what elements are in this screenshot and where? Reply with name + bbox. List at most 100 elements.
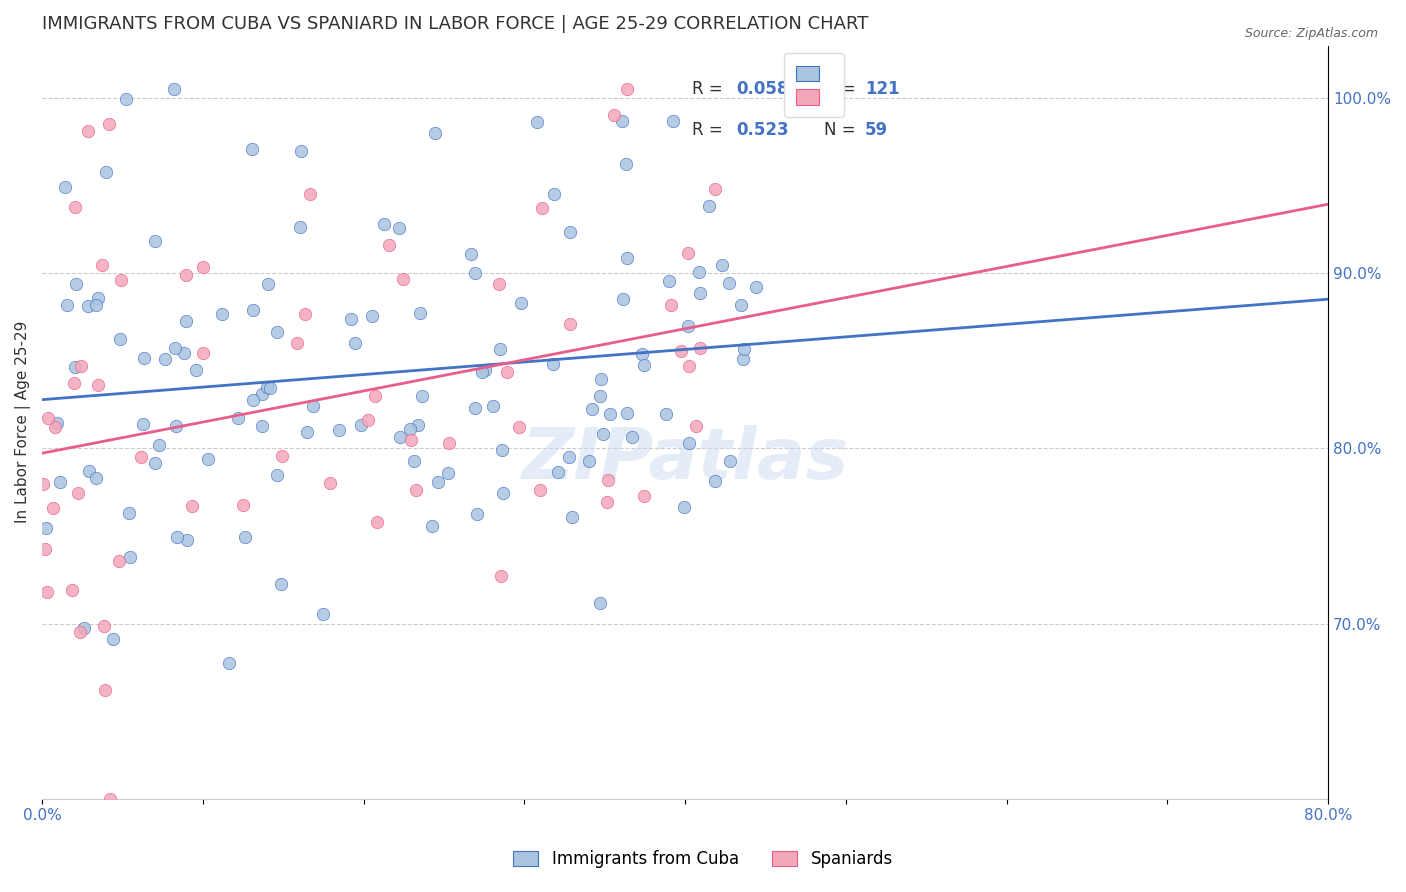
Point bbox=[377, 238, 399, 252]
Point bbox=[508, 420, 530, 434]
Point bbox=[56, 298, 79, 312]
Point bbox=[163, 342, 186, 356]
Point bbox=[69, 359, 91, 373]
Point bbox=[44, 419, 66, 434]
Point bbox=[84, 298, 107, 312]
Point bbox=[495, 365, 517, 379]
Point bbox=[464, 401, 486, 416]
Point bbox=[63, 201, 86, 215]
Point bbox=[672, 500, 695, 514]
Point bbox=[163, 82, 186, 96]
Point bbox=[357, 412, 380, 426]
Point bbox=[697, 199, 720, 213]
Point bbox=[115, 92, 138, 106]
Point bbox=[294, 307, 316, 321]
Text: 121: 121 bbox=[865, 79, 900, 97]
Point bbox=[256, 277, 278, 292]
Point bbox=[589, 596, 612, 610]
Point bbox=[233, 530, 256, 544]
Point bbox=[404, 454, 426, 468]
Point bbox=[558, 225, 581, 239]
Point bbox=[678, 435, 700, 450]
Point bbox=[302, 399, 325, 413]
Point bbox=[77, 299, 100, 313]
Point bbox=[259, 381, 281, 395]
Point bbox=[193, 260, 215, 275]
Point bbox=[616, 406, 638, 420]
Point bbox=[218, 657, 240, 671]
Point bbox=[733, 352, 755, 367]
Text: N =: N = bbox=[824, 121, 860, 139]
Point bbox=[250, 419, 273, 434]
Point bbox=[678, 359, 700, 373]
Point bbox=[621, 430, 644, 444]
Text: R =: R = bbox=[692, 121, 727, 139]
Point bbox=[471, 366, 494, 380]
Point bbox=[526, 115, 548, 129]
Point bbox=[98, 791, 121, 805]
Point bbox=[614, 156, 637, 170]
Point bbox=[97, 117, 120, 131]
Point bbox=[630, 347, 652, 361]
Point bbox=[464, 266, 486, 280]
Point bbox=[655, 407, 678, 421]
Point bbox=[399, 433, 422, 447]
Text: ZIPatlas: ZIPatlas bbox=[522, 425, 849, 494]
Point bbox=[143, 234, 166, 248]
Point bbox=[270, 576, 292, 591]
Point bbox=[612, 114, 634, 128]
Point bbox=[492, 486, 515, 500]
Point bbox=[659, 298, 682, 312]
Point bbox=[558, 317, 581, 331]
Point bbox=[592, 427, 614, 442]
Point bbox=[685, 418, 707, 433]
Point bbox=[60, 582, 83, 597]
Point bbox=[319, 475, 342, 490]
Point bbox=[423, 126, 446, 140]
Point bbox=[94, 165, 117, 179]
Point bbox=[174, 268, 197, 282]
Point bbox=[420, 518, 443, 533]
Point bbox=[184, 363, 207, 377]
Point bbox=[361, 309, 384, 323]
Point bbox=[117, 506, 139, 520]
Point bbox=[710, 258, 733, 272]
Point bbox=[242, 302, 264, 317]
Point bbox=[166, 530, 188, 544]
Point bbox=[730, 298, 752, 312]
Point bbox=[340, 312, 363, 326]
Point bbox=[63, 359, 86, 374]
Point bbox=[76, 124, 98, 138]
Point bbox=[349, 417, 371, 432]
Point bbox=[67, 486, 90, 500]
Point bbox=[228, 411, 250, 425]
Point bbox=[343, 335, 366, 350]
Point bbox=[165, 418, 187, 433]
Point bbox=[558, 450, 581, 464]
Point bbox=[77, 464, 100, 478]
Point bbox=[93, 619, 115, 633]
Point bbox=[703, 474, 725, 488]
Text: 59: 59 bbox=[865, 121, 889, 139]
Point bbox=[211, 307, 233, 321]
Point bbox=[73, 621, 96, 635]
Point bbox=[392, 271, 415, 285]
Point bbox=[373, 217, 395, 231]
Point bbox=[46, 416, 69, 430]
Point bbox=[290, 145, 312, 159]
Point bbox=[658, 274, 681, 288]
Point bbox=[34, 541, 56, 556]
Point bbox=[176, 533, 198, 548]
Point bbox=[53, 180, 76, 194]
Point bbox=[148, 438, 170, 452]
Point bbox=[616, 82, 638, 96]
Point bbox=[87, 291, 110, 305]
Point bbox=[688, 265, 710, 279]
Point bbox=[661, 114, 683, 128]
Point bbox=[581, 401, 603, 416]
Point bbox=[129, 450, 152, 465]
Text: 0.058: 0.058 bbox=[737, 79, 789, 97]
Point bbox=[603, 108, 626, 122]
Point bbox=[120, 549, 142, 564]
Point bbox=[101, 632, 124, 647]
